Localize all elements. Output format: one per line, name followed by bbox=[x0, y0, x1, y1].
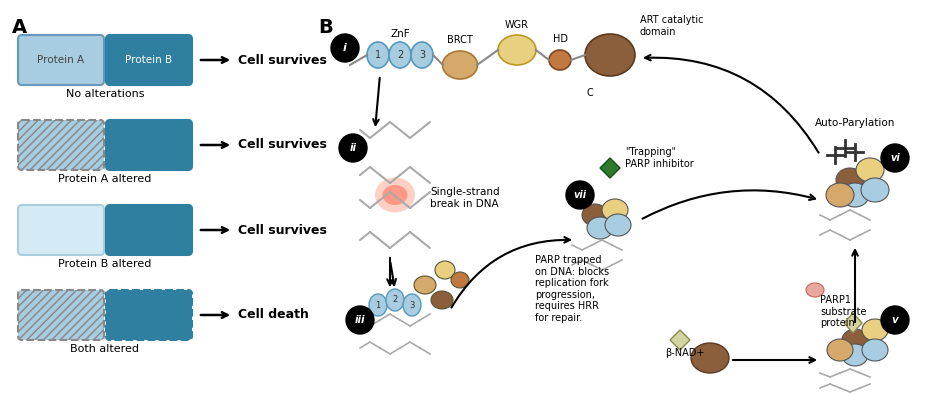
Text: Both altered: Both altered bbox=[70, 344, 140, 354]
Ellipse shape bbox=[605, 214, 631, 236]
Text: No alterations: No alterations bbox=[66, 89, 144, 99]
Ellipse shape bbox=[841, 183, 869, 207]
Ellipse shape bbox=[827, 339, 853, 361]
FancyBboxPatch shape bbox=[18, 290, 104, 340]
Ellipse shape bbox=[862, 319, 888, 341]
Text: A: A bbox=[12, 18, 28, 37]
Ellipse shape bbox=[435, 261, 455, 279]
Text: 3: 3 bbox=[409, 301, 415, 310]
Polygon shape bbox=[844, 313, 862, 333]
Text: ART catalytic
domain: ART catalytic domain bbox=[640, 15, 704, 37]
Polygon shape bbox=[670, 330, 690, 350]
Text: 2: 2 bbox=[392, 296, 398, 305]
Circle shape bbox=[331, 34, 359, 62]
Text: Cell death: Cell death bbox=[238, 309, 309, 321]
Text: Single-strand
break in DNA: Single-strand break in DNA bbox=[430, 187, 500, 209]
FancyBboxPatch shape bbox=[106, 205, 192, 255]
Text: ZnF: ZnF bbox=[390, 29, 409, 39]
Ellipse shape bbox=[842, 329, 868, 351]
Ellipse shape bbox=[806, 283, 824, 297]
Circle shape bbox=[566, 181, 594, 209]
Text: β-NAD+: β-NAD+ bbox=[665, 348, 705, 358]
Ellipse shape bbox=[451, 272, 469, 288]
Circle shape bbox=[346, 306, 374, 334]
Ellipse shape bbox=[826, 183, 854, 207]
Ellipse shape bbox=[443, 51, 478, 79]
Ellipse shape bbox=[369, 294, 387, 316]
Text: 3: 3 bbox=[419, 50, 425, 60]
Text: Protein B altered: Protein B altered bbox=[58, 259, 152, 269]
Ellipse shape bbox=[403, 294, 421, 316]
Text: HD: HD bbox=[553, 34, 567, 44]
Text: vii: vii bbox=[574, 190, 586, 200]
Ellipse shape bbox=[861, 178, 889, 202]
Text: 2: 2 bbox=[397, 50, 403, 60]
Text: "Trapping"
PARP inhibitor: "Trapping" PARP inhibitor bbox=[625, 147, 694, 169]
Text: ii: ii bbox=[350, 143, 356, 153]
Text: Cell survives: Cell survives bbox=[238, 138, 327, 151]
Ellipse shape bbox=[411, 42, 433, 68]
Circle shape bbox=[339, 134, 367, 162]
Ellipse shape bbox=[431, 291, 453, 309]
Ellipse shape bbox=[836, 168, 864, 192]
FancyBboxPatch shape bbox=[18, 205, 104, 255]
Ellipse shape bbox=[842, 344, 868, 366]
Ellipse shape bbox=[856, 158, 884, 182]
Ellipse shape bbox=[375, 178, 415, 213]
FancyBboxPatch shape bbox=[18, 120, 104, 170]
Text: 1: 1 bbox=[375, 301, 381, 310]
Ellipse shape bbox=[386, 289, 404, 311]
FancyBboxPatch shape bbox=[106, 120, 192, 170]
Text: vi: vi bbox=[890, 153, 900, 163]
Ellipse shape bbox=[862, 339, 888, 361]
Text: Protein A altered: Protein A altered bbox=[58, 174, 152, 184]
Ellipse shape bbox=[602, 199, 628, 221]
Ellipse shape bbox=[383, 185, 408, 205]
Text: Protein B: Protein B bbox=[125, 55, 173, 65]
Text: Cell survives: Cell survives bbox=[238, 53, 327, 66]
Ellipse shape bbox=[389, 42, 411, 68]
Text: B: B bbox=[318, 18, 332, 37]
Text: C: C bbox=[586, 88, 594, 98]
Polygon shape bbox=[600, 158, 620, 178]
Circle shape bbox=[881, 144, 909, 172]
Text: Auto-Parylation: Auto-Parylation bbox=[815, 118, 895, 128]
Text: 1: 1 bbox=[375, 50, 381, 60]
Text: PARP1
substrate
protein: PARP1 substrate protein bbox=[820, 295, 866, 328]
Ellipse shape bbox=[582, 204, 608, 226]
FancyBboxPatch shape bbox=[18, 35, 104, 85]
Ellipse shape bbox=[498, 35, 536, 65]
Text: Cell survives: Cell survives bbox=[238, 224, 327, 237]
Text: PARP trapped
on DNA: blocks
replication fork
progression,
requires HRR
for repai: PARP trapped on DNA: blocks replication … bbox=[535, 255, 609, 323]
Text: i: i bbox=[343, 43, 347, 53]
Ellipse shape bbox=[414, 276, 436, 294]
Text: WGR: WGR bbox=[505, 20, 529, 30]
Ellipse shape bbox=[691, 343, 729, 373]
Ellipse shape bbox=[587, 217, 613, 239]
Text: Protein A: Protein A bbox=[37, 55, 85, 65]
FancyBboxPatch shape bbox=[106, 35, 192, 85]
Text: BRCT: BRCT bbox=[447, 35, 473, 45]
Text: v: v bbox=[892, 315, 899, 325]
Ellipse shape bbox=[367, 42, 389, 68]
Ellipse shape bbox=[585, 34, 635, 76]
Circle shape bbox=[881, 306, 909, 334]
Text: iii: iii bbox=[354, 315, 365, 325]
FancyBboxPatch shape bbox=[106, 290, 192, 340]
Ellipse shape bbox=[549, 50, 571, 70]
